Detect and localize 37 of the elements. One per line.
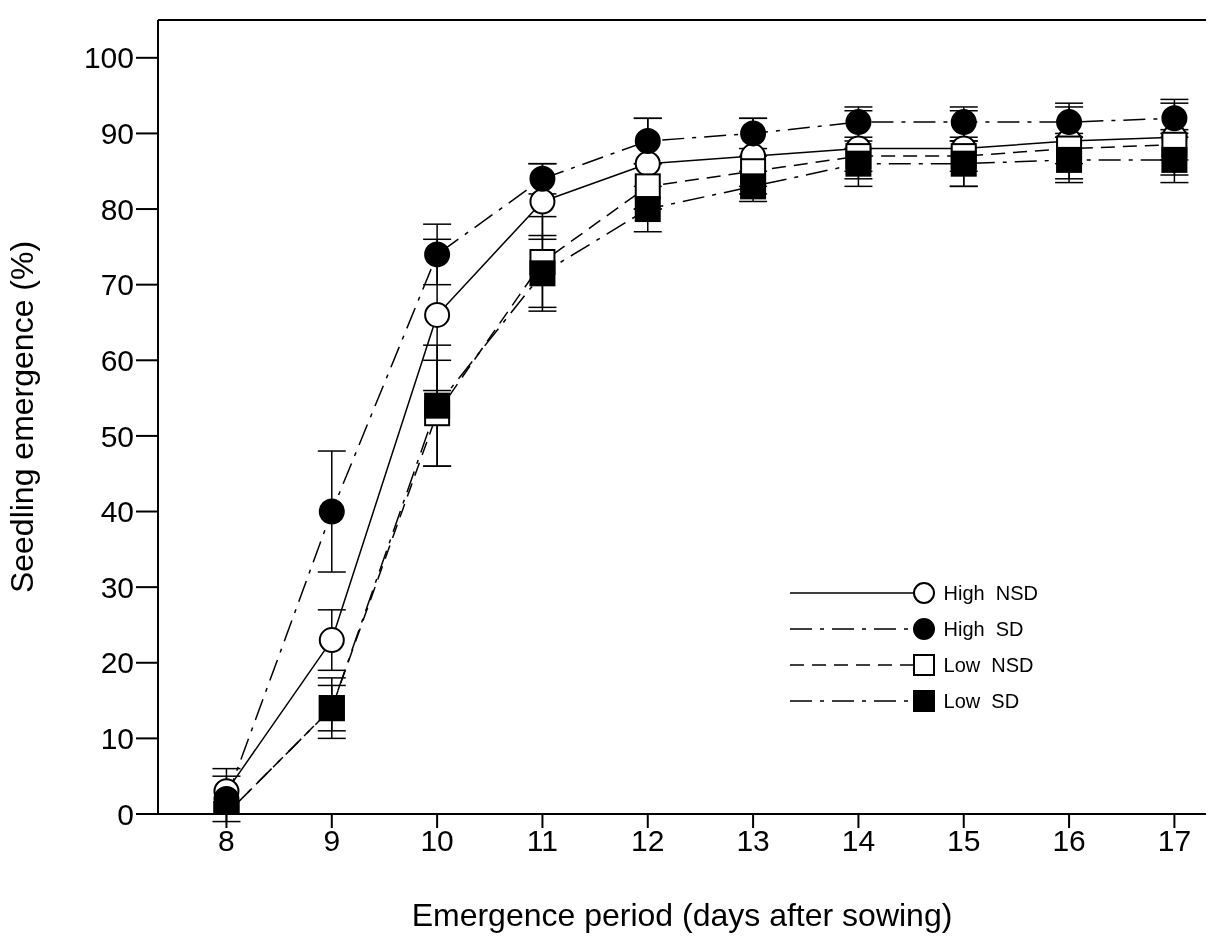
point (424, 241, 451, 268)
y-tick-label: 50 (100, 419, 134, 453)
y-tick-label: 30 (100, 570, 134, 604)
x-tick-label: 11 (526, 824, 559, 858)
legend-label: High SD (943, 617, 1024, 641)
legend-label: Low NSD (943, 653, 1034, 677)
y-tick-label: 0 (117, 797, 134, 831)
x-tick-label: 12 (631, 824, 665, 858)
y-tick-label: 90 (100, 117, 134, 151)
x-tick-label: 16 (1052, 824, 1086, 858)
x-tick-label: 17 (1157, 824, 1192, 858)
x-tick-label: 13 (736, 824, 770, 858)
y-tick-label: 10 (100, 722, 134, 756)
y-tick-label: 40 (100, 495, 134, 529)
legend-label: High NSD (943, 581, 1038, 605)
point (634, 196, 661, 223)
x-tick-label: 10 (420, 824, 454, 858)
y-tick-label: 60 (100, 343, 134, 377)
point (318, 498, 345, 525)
point (529, 188, 556, 215)
y-axis-title: Seedling emergence (%) (4, 240, 41, 594)
x-tick-label: 8 (218, 824, 235, 858)
point (318, 627, 345, 654)
point (424, 392, 451, 419)
y-tick-label: 70 (100, 268, 134, 302)
point (634, 127, 661, 154)
x-axis-title: Emergence period (days after sowing) (411, 897, 953, 933)
x-tick-label: 15 (947, 824, 981, 858)
x-tick-label: 14 (841, 824, 876, 858)
y-tick-label: 100 (83, 41, 134, 75)
legend-label: Low SD (943, 689, 1020, 713)
y-tick-label: 80 (100, 192, 134, 226)
x-tick-label: 9 (323, 824, 341, 858)
y-tick-label: 20 (100, 646, 134, 680)
point (1161, 146, 1188, 173)
point (529, 260, 556, 287)
point (424, 301, 451, 328)
